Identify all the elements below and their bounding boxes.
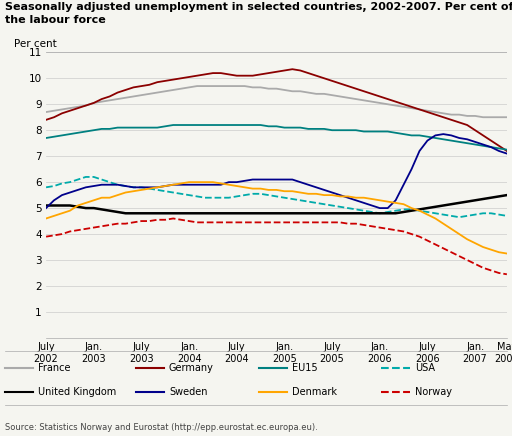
Text: Seasonally adjusted unemployment in selected countries, 2002-2007. Per cent of: Seasonally adjusted unemployment in sele…	[5, 2, 512, 12]
Text: Denmark: Denmark	[292, 388, 337, 397]
Text: USA: USA	[415, 364, 435, 373]
Text: the labour force: the labour force	[5, 15, 106, 25]
Text: Germany: Germany	[169, 364, 214, 373]
Text: Source: Statistics Norway and Eurostat (http://epp.eurostat.ec.europa.eu).: Source: Statistics Norway and Eurostat (…	[5, 422, 318, 432]
Text: Per cent: Per cent	[14, 40, 56, 49]
Text: France: France	[38, 364, 71, 373]
Text: Norway: Norway	[415, 388, 452, 397]
Text: Sweden: Sweden	[169, 388, 207, 397]
Text: United Kingdom: United Kingdom	[38, 388, 117, 397]
Text: EU15: EU15	[292, 364, 317, 373]
